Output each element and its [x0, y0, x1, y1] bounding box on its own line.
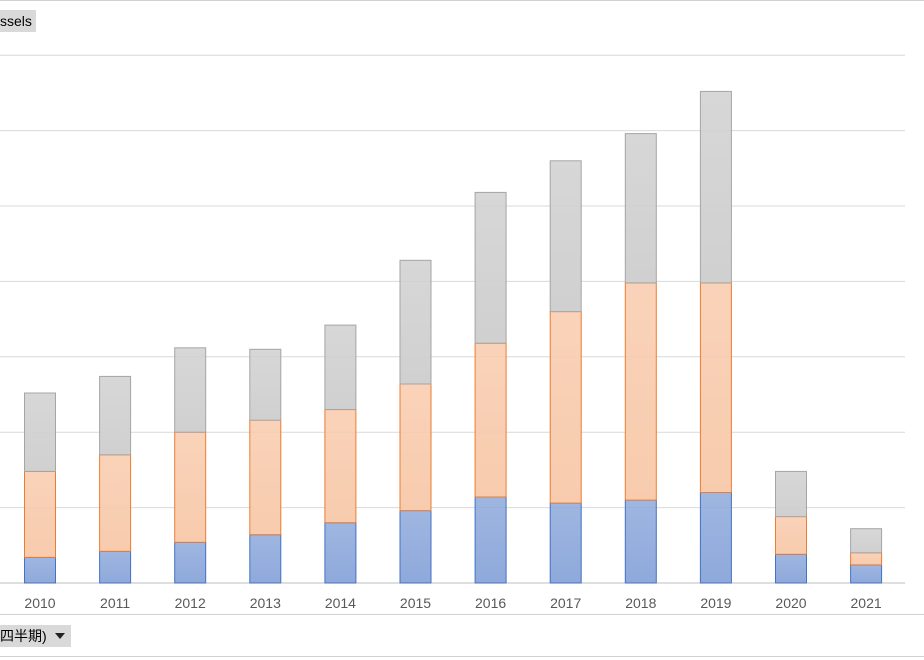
bar-segment-2020-s2[interactable] [775, 516, 807, 555]
dropdown-arrow-icon[interactable] [54, 633, 65, 639]
bar-segment-2016-s3[interactable] [474, 191, 507, 344]
bar-segment-2013-s3[interactable] [249, 348, 282, 421]
x-tick-label: 2015 [400, 595, 431, 611]
bar-segment-2010-s3[interactable] [24, 392, 56, 472]
bottom-border [0, 656, 924, 657]
axis-field-button[interactable]: 四半期) [0, 625, 71, 647]
bar-segment-2016-s2[interactable] [474, 342, 507, 498]
x-tick-label: 2012 [175, 595, 206, 611]
bar-segment-2012-s2[interactable] [174, 431, 207, 543]
bar-segment-2013-s2[interactable] [249, 419, 282, 536]
bar-segment-2021-s3[interactable] [850, 528, 883, 554]
axis-area-divider [0, 614, 924, 615]
bar-segment-2014-s3[interactable] [324, 324, 357, 411]
bar-segment-2015-s1[interactable] [399, 510, 432, 584]
bar-segment-2011-s1[interactable] [99, 550, 132, 584]
bar-segment-2021-s1[interactable] [850, 564, 883, 584]
bar-segment-2015-s2[interactable] [399, 383, 432, 512]
bar-segment-2013-s1[interactable] [249, 534, 282, 584]
bar-segment-2019-s3[interactable] [699, 90, 732, 284]
bar-segment-2014-s1[interactable] [324, 522, 357, 584]
gridlines [0, 54, 905, 509]
bar-segment-2012-s3[interactable] [174, 347, 207, 433]
bar-segment-2014-s2[interactable] [324, 409, 357, 524]
x-tick-label: 2020 [775, 595, 806, 611]
x-tick-label: 2014 [325, 595, 356, 611]
bar-segment-2019-s2[interactable] [699, 282, 732, 493]
x-tick-label: 2017 [550, 595, 581, 611]
x-tick-label: 2019 [700, 595, 731, 611]
bar-segment-2018-s2[interactable] [624, 282, 657, 501]
bar-segment-2018-s1[interactable] [624, 499, 657, 584]
bar-segment-2011-s2[interactable] [99, 454, 132, 552]
x-tick-label: 2021 [851, 595, 882, 611]
bar-segment-2015-s3[interactable] [399, 259, 432, 385]
x-tick-label: 2013 [250, 595, 281, 611]
bar-segment-2010-s2[interactable] [24, 470, 56, 558]
bar-segment-2020-s3[interactable] [775, 470, 807, 518]
x-tick-label: 2010 [24, 595, 55, 611]
bar-segment-2017-s3[interactable] [549, 160, 582, 313]
bar-segment-2011-s3[interactable] [99, 375, 132, 456]
bar-segment-2017-s1[interactable] [549, 502, 582, 584]
bar-segment-2020-s1[interactable] [775, 553, 807, 584]
series-field-button[interactable]: ssels [0, 10, 36, 32]
bar-segment-2010-s1[interactable] [24, 556, 56, 584]
bar-segment-2019-s1[interactable] [699, 492, 732, 584]
bar-segment-2017-s2[interactable] [549, 311, 582, 504]
bar-segment-2018-s3[interactable] [624, 133, 657, 284]
top-border [0, 0, 924, 1]
x-tick-label: 2011 [100, 595, 130, 611]
x-tick-label: 2016 [475, 595, 506, 611]
bar-segment-2012-s1[interactable] [174, 541, 207, 584]
x-tick-label: 2018 [625, 595, 656, 611]
bar-segment-2016-s1[interactable] [474, 496, 507, 584]
bar-segment-2021-s2[interactable] [850, 552, 883, 566]
axis-field-label: 四半期) [0, 628, 47, 644]
series-field-label: ssels [0, 13, 32, 29]
